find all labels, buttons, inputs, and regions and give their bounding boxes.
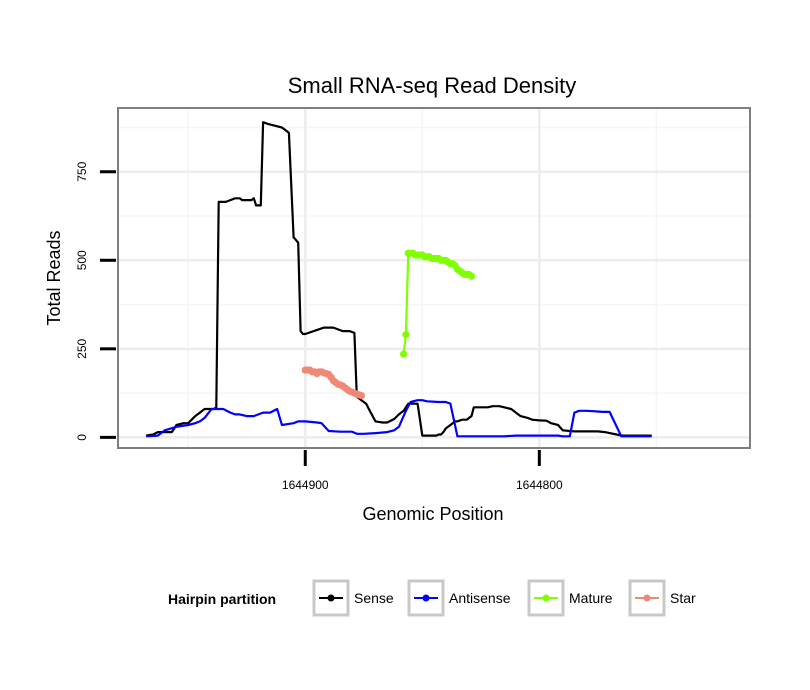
plot-panel-border <box>117 107 751 449</box>
series-layer <box>145 121 652 438</box>
y-axis: 0 250 500 750 <box>75 161 116 441</box>
legend-item-antisense: Antisense <box>407 579 511 617</box>
legend-key-dot <box>327 594 335 602</box>
legend-label-star: Star <box>670 590 696 606</box>
legend-key-dot <box>422 594 430 602</box>
y-tick-label: 0 <box>75 434 89 441</box>
data-point-mature <box>402 331 410 339</box>
y-axis-label: Total Reads <box>44 230 64 325</box>
legend-item-sense: Sense <box>312 579 394 617</box>
legend-label-mature: Mature <box>569 590 613 606</box>
data-point-star <box>357 391 366 400</box>
legend-item-mature: Mature <box>527 579 613 617</box>
x-axis: 1644900 1644800 <box>282 450 563 492</box>
data-point-mature <box>467 272 476 280</box>
series-line-sense <box>145 121 652 437</box>
data-point-mature <box>399 350 408 358</box>
y-tick-label: 500 <box>75 250 89 270</box>
legend-key-dot <box>542 594 550 602</box>
legend-title: Hairpin partition <box>168 591 276 607</box>
legend-label-antisense: Antisense <box>449 590 511 606</box>
legend-item-star: Star <box>628 579 696 617</box>
legend: Hairpin partition Sense Antisense Mature St… <box>168 579 696 617</box>
x-axis-label: Genomic Position <box>362 504 503 524</box>
x-tick-label: 1644800 <box>516 478 563 492</box>
legend-key-dot <box>643 594 651 602</box>
y-tick-label: 250 <box>75 339 89 359</box>
y-tick-label: 750 <box>75 161 89 181</box>
series-line-antisense <box>146 399 652 438</box>
chart-title: Small RNA-seq Read Density <box>288 73 577 98</box>
legend-label-sense: Sense <box>354 590 394 606</box>
x-tick-label: 1644900 <box>282 478 329 492</box>
